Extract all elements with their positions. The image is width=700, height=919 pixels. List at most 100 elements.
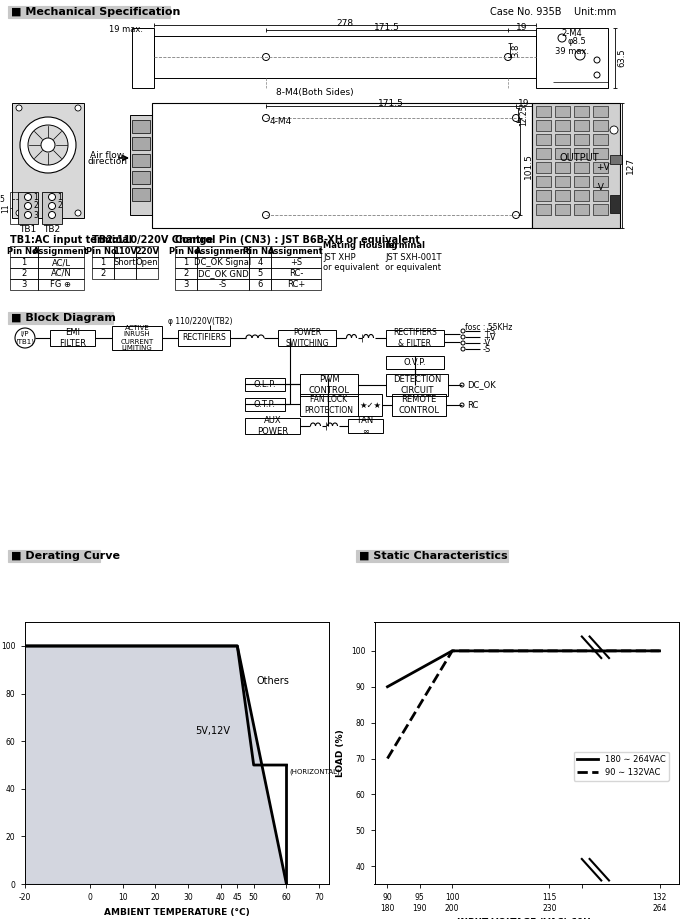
90 ∼ 132VAC — [578, 645, 586, 656]
Bar — [136, 257, 158, 268]
Bar — [536, 28, 608, 88]
Bar — [132, 28, 154, 88]
Bar — [610, 195, 620, 213]
Text: RC+: RC+ — [287, 280, 305, 289]
Circle shape — [512, 115, 519, 121]
Text: O.L.P.: O.L.P. — [253, 380, 276, 389]
Bar — [38, 268, 84, 279]
Circle shape — [461, 347, 465, 351]
Bar — [112, 326, 162, 350]
Legend: 180 ∼ 264VAC, 90 ∼ 132VAC: 180 ∼ 264VAC, 90 ∼ 132VAC — [574, 752, 668, 780]
Text: 3: 3 — [33, 210, 38, 220]
Text: +S: +S — [290, 258, 302, 267]
Text: ACTIVE
INRUSH
CURRENT
LIMITING: ACTIVE INRUSH CURRENT LIMITING — [120, 324, 153, 351]
Text: Control Pin (CN3) : JST B6B-XH or equivalent: Control Pin (CN3) : JST B6B-XH or equiva… — [175, 235, 420, 245]
Bar — [386, 374, 448, 396]
Bar — [136, 246, 158, 257]
Circle shape — [16, 210, 22, 216]
Circle shape — [75, 210, 81, 216]
Bar — [249, 257, 271, 268]
Text: 12.25: 12.25 — [519, 104, 528, 126]
Bar — [136, 268, 158, 279]
Bar — [536, 120, 551, 131]
Bar — [175, 257, 197, 268]
Bar — [114, 246, 136, 257]
Bar — [132, 171, 150, 184]
Text: ■ Static Characteristics: ■ Static Characteristics — [359, 551, 508, 561]
Circle shape — [16, 105, 22, 111]
Polygon shape — [25, 646, 286, 884]
Text: Assignment: Assignment — [195, 247, 251, 256]
Bar — [12, 103, 84, 218]
Text: JST XHP: JST XHP — [323, 253, 356, 262]
Bar — [536, 162, 551, 173]
Text: 19: 19 — [517, 24, 528, 32]
Line: 90 ∼ 132VAC: 90 ∼ 132VAC — [388, 651, 659, 758]
Text: 3.8: 3.8 — [512, 43, 521, 57]
Text: 101.5: 101.5 — [524, 153, 533, 179]
Text: 4: 4 — [258, 258, 262, 267]
Bar — [10, 257, 38, 268]
Bar — [175, 279, 197, 290]
Bar — [271, 268, 321, 279]
Text: DC_OK Signal: DC_OK Signal — [195, 258, 251, 267]
Text: Pin No.: Pin No. — [86, 247, 120, 256]
Bar — [154, 36, 536, 78]
Bar — [574, 162, 589, 173]
Text: 2: 2 — [100, 269, 106, 278]
Text: O.T.P.: O.T.P. — [254, 400, 276, 409]
Bar — [593, 204, 608, 215]
Text: Short: Short — [113, 258, 136, 267]
Bar — [593, 106, 608, 117]
Text: -S: -S — [219, 280, 227, 289]
Bar — [132, 154, 150, 167]
Circle shape — [41, 138, 55, 152]
Text: AC/L: AC/L — [52, 258, 71, 267]
Bar — [197, 279, 249, 290]
Bar — [532, 103, 620, 228]
Bar — [574, 204, 589, 215]
Bar — [536, 106, 551, 117]
Circle shape — [558, 34, 566, 42]
Text: 3: 3 — [183, 280, 189, 289]
Text: φ8.5: φ8.5 — [568, 37, 587, 46]
Text: RECTIFIERS
& FILTER: RECTIFIERS & FILTER — [393, 328, 437, 347]
Bar — [574, 148, 589, 159]
Text: ■ Derating Curve: ■ Derating Curve — [11, 551, 120, 561]
Circle shape — [20, 117, 76, 173]
Text: DC_OK GND: DC_OK GND — [197, 269, 248, 278]
Bar — [245, 418, 300, 434]
Text: 2: 2 — [57, 201, 62, 210]
Text: REMOTE
CONTROL: REMOTE CONTROL — [398, 395, 440, 414]
Text: Pin No.: Pin No. — [7, 247, 41, 256]
Bar — [574, 190, 589, 201]
Bar — [18, 192, 38, 224]
Text: 19 max.: 19 max. — [109, 25, 143, 33]
Bar — [555, 106, 570, 117]
Text: 171.5: 171.5 — [378, 99, 404, 108]
Bar — [593, 148, 608, 159]
90 ∼ 132VAC — [384, 753, 392, 764]
Text: 19: 19 — [518, 99, 530, 108]
Bar — [38, 279, 84, 290]
Text: RC: RC — [467, 401, 478, 410]
Text: Case No. 935B    Unit:mm: Case No. 935B Unit:mm — [490, 7, 616, 17]
Text: -S: -S — [483, 345, 491, 354]
Text: 4-M4: 4-M4 — [270, 117, 293, 126]
Bar — [348, 419, 383, 433]
Bar — [175, 268, 197, 279]
Text: 5: 5 — [258, 269, 262, 278]
Text: POWER
SWITCHING: POWER SWITCHING — [286, 328, 329, 347]
Text: TB2: TB2 — [43, 224, 61, 233]
Line: 180 ∼ 264VAC: 180 ∼ 264VAC — [388, 651, 659, 686]
Bar — [152, 103, 532, 228]
Text: 171.5: 171.5 — [374, 24, 400, 32]
Bar — [10, 268, 38, 279]
Bar — [197, 257, 249, 268]
Text: ■ Block Diagram: ■ Block Diagram — [11, 313, 116, 323]
Bar — [555, 148, 570, 159]
Text: +V: +V — [483, 333, 496, 342]
Bar — [8, 6, 170, 18]
Circle shape — [25, 202, 32, 210]
Bar — [38, 246, 84, 257]
